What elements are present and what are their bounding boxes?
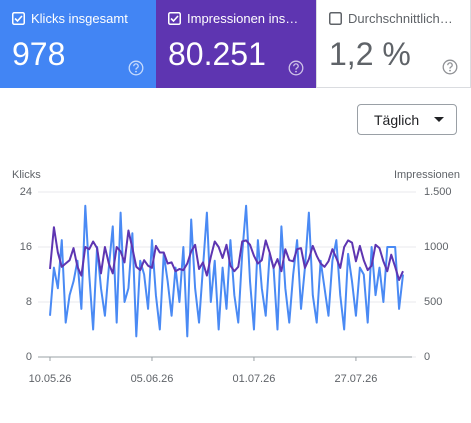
card-header: Klicks insgesamt [12,11,144,26]
metric-card[interactable]: Durchschnittlich… 1,2 % [316,0,471,88]
y2-tick-label: 1000 [424,241,448,253]
y2-tick-label: 0 [424,351,430,363]
checkbox[interactable] [168,12,181,25]
card-value: 1,2 % [329,36,411,72]
series-line [49,204,404,338]
chart: Klicks Impressionen 0 8 16 24 0 500 1000 1.500 10.… [12,169,460,385]
checkbox[interactable] [12,12,25,25]
y2-tick-label: 1.500 [424,186,452,198]
dropdown-arrow [434,117,444,122]
card-label: Impressionen ins… [187,11,299,26]
card-header: Durchschnittlich… [329,11,458,26]
y2-axis-label: Impressionen [394,169,460,181]
card-label: Durchschnittlich… [348,11,453,26]
help-icon[interactable] [442,59,458,75]
dropdown-label: Täglich [374,111,420,128]
x-tick-label: 01.07.26 [233,373,276,385]
metric-card[interactable]: Impressionen ins… 80.251 [156,0,316,88]
x-tick-label: 10.05.26 [29,373,72,385]
card-label: Klicks insgesamt [31,11,128,26]
y-tick-label: 24 [20,186,32,198]
y-tick-label: 0 [26,351,32,363]
x-tick-label: 05.06.26 [131,373,174,385]
period-dropdown[interactable]: Täglich [357,104,457,135]
metric-card[interactable]: Klicks insgesamt 978 [0,0,156,88]
y-tick-label: 16 [20,241,32,253]
checkbox[interactable] [329,12,342,25]
card-header: Impressionen ins… [168,11,304,26]
y2-tick-label: 500 [424,296,442,308]
help-icon[interactable] [288,60,304,76]
card-value: 978 [12,36,66,72]
x-tick-label: 27.07.26 [335,373,378,385]
card-value: 80.251 [168,36,266,72]
y-tick-label: 8 [26,296,32,308]
y-axis-label: Klicks [12,169,41,181]
help-icon[interactable] [128,60,144,76]
series-line [49,226,404,281]
